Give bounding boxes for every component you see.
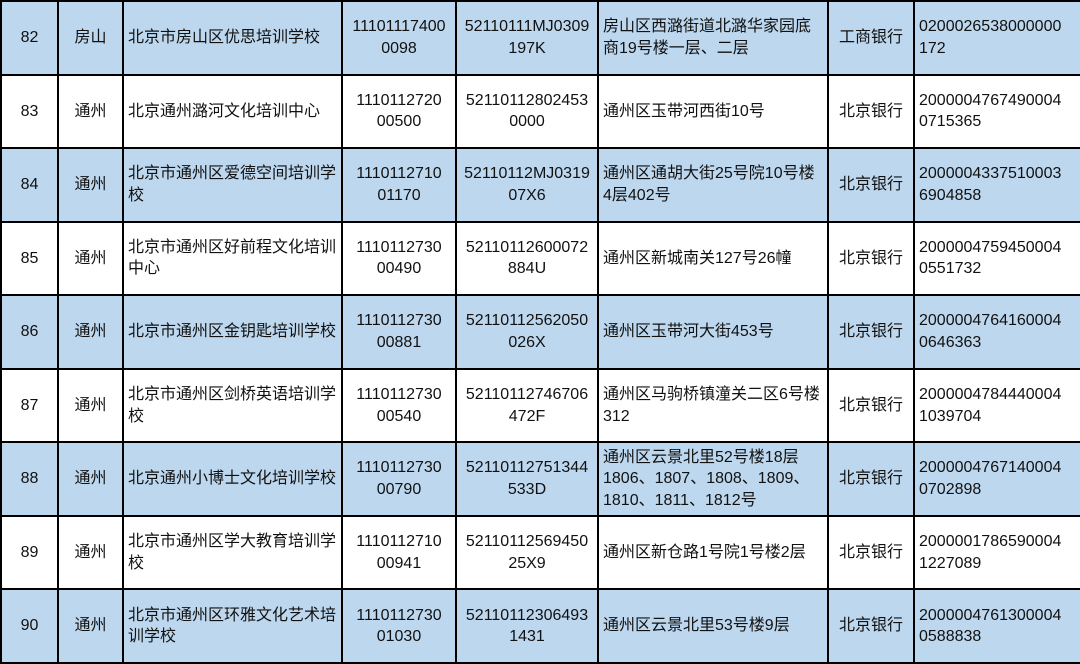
cell-school-name: 北京市房山区优思培训学校 <box>122 0 343 76</box>
table-row: 90 通州 北京市通州区环雅文化艺术培训学校 111011273001030 5… <box>0 588 1080 664</box>
cell-org-code: 111011272000500 <box>341 73 457 150</box>
cell-address: 通州区通胡大街25号院10号楼4层402号 <box>597 147 829 223</box>
cell-org-code: 111011273000540 <box>341 367 457 444</box>
cell-credit-code: 52110112MJ031907X6 <box>455 147 599 223</box>
cell-row-number: 87 <box>0 367 59 444</box>
table-row: 85 通州 北京市通州区好前程文化培训中心 111011273000490 52… <box>0 220 1080 297</box>
cell-row-number: 90 <box>0 588 59 664</box>
cell-row-number: 88 <box>0 441 59 517</box>
cell-row-number: 82 <box>0 0 59 76</box>
cell-credit-code: 521101128024530000 <box>455 73 599 150</box>
cell-account-number: 0200026538000000172 <box>913 0 1080 76</box>
cell-account-number: 20000047613000040588838 <box>913 588 1080 664</box>
cell-row-number: 84 <box>0 147 59 223</box>
cell-credit-code: 52110112746706472F <box>455 367 599 444</box>
cell-account-number: 20000043375100036904858 <box>913 147 1080 223</box>
cell-school-name: 北京市通州区环雅文化艺术培训学校 <box>122 588 343 664</box>
table-row: 83 通州 北京通州潞河文化培训中心 111011272000500 52110… <box>0 73 1080 150</box>
cell-org-code: 111011174000098 <box>341 0 457 76</box>
cell-address: 通州区云景北里53号楼9层 <box>597 588 829 664</box>
cell-address: 通州区玉带河大街453号 <box>597 294 829 370</box>
cell-org-code: 111011273000881 <box>341 294 457 370</box>
cell-school-name: 北京市通州区剑桥英语培训学校 <box>122 367 343 444</box>
cell-district: 通州 <box>57 220 124 297</box>
cell-address: 房山区西潞街道北潞华家园底商19号楼一层、二层 <box>597 0 829 76</box>
cell-bank: 北京银行 <box>827 220 915 297</box>
cell-school-name: 北京市通州区好前程文化培训中心 <box>122 220 343 297</box>
cell-address: 通州区马驹桥镇潼关二区6号楼312 <box>597 367 829 444</box>
cell-org-code: 111011271001170 <box>341 147 457 223</box>
cell-district: 通州 <box>57 441 124 517</box>
cell-district: 通州 <box>57 588 124 664</box>
cell-row-number: 86 <box>0 294 59 370</box>
cell-bank: 北京银行 <box>827 441 915 517</box>
cell-school-name: 北京市通州区爱德空间培训学校 <box>122 147 343 223</box>
cell-school-name: 北京通州潞河文化培训中心 <box>122 73 343 150</box>
cell-credit-code: 52110112562050026X <box>455 294 599 370</box>
cell-school-name: 北京通州小博士文化培训学校 <box>122 441 343 517</box>
cell-bank: 北京银行 <box>827 367 915 444</box>
cell-org-code: 111011273000790 <box>341 441 457 517</box>
cell-school-name: 北京市通州区金钥匙培训学校 <box>122 294 343 370</box>
cell-org-code: 111011273000490 <box>341 220 457 297</box>
table-row: 87 通州 北京市通州区剑桥英语培训学校 111011273000540 521… <box>0 367 1080 444</box>
cell-credit-code: 5211011256945025X9 <box>455 514 599 591</box>
cell-account-number: 20000017865900041227089 <box>913 514 1080 591</box>
table-row: 88 通州 北京通州小博士文化培训学校 111011273000790 5211… <box>0 441 1080 517</box>
cell-org-code: 111011273001030 <box>341 588 457 664</box>
cell-row-number: 89 <box>0 514 59 591</box>
cell-bank: 北京银行 <box>827 294 915 370</box>
cell-credit-code: 52110111MJ0309197K <box>455 0 599 76</box>
cell-bank: 北京银行 <box>827 514 915 591</box>
table-row: 82 房山 北京市房山区优思培训学校 111011174000098 52110… <box>0 0 1080 76</box>
cell-school-name: 北京市通州区学大教育培训学校 <box>122 514 343 591</box>
cell-address: 通州区云景北里52号楼18层1806、1807、1808、1809、1810、1… <box>597 441 829 517</box>
cell-bank: 北京银行 <box>827 73 915 150</box>
cell-account-number: 20000047674900040715365 <box>913 73 1080 150</box>
cell-credit-code: 52110112600072884U <box>455 220 599 297</box>
cell-bank: 北京银行 <box>827 147 915 223</box>
cell-org-code: 111011271000941 <box>341 514 457 591</box>
cell-address: 通州区新城南关127号26幢 <box>597 220 829 297</box>
cell-account-number: 20000047844400041039704 <box>913 367 1080 444</box>
table-row: 86 通州 北京市通州区金钥匙培训学校 111011273000881 5211… <box>0 294 1080 370</box>
cell-credit-code: 521101123064931431 <box>455 588 599 664</box>
cell-district: 房山 <box>57 0 124 76</box>
cell-district: 通州 <box>57 367 124 444</box>
cell-bank: 工商银行 <box>827 0 915 76</box>
cell-bank: 北京银行 <box>827 588 915 664</box>
cell-address: 通州区新仓路1号院1号楼2层 <box>597 514 829 591</box>
cell-district: 通州 <box>57 147 124 223</box>
cell-address: 通州区玉带河西街10号 <box>597 73 829 150</box>
cell-account-number: 20000047594500040551732 <box>913 220 1080 297</box>
cell-district: 通州 <box>57 514 124 591</box>
cell-row-number: 85 <box>0 220 59 297</box>
table-row: 84 通州 北京市通州区爱德空间培训学校 111011271001170 521… <box>0 147 1080 223</box>
cell-district: 通州 <box>57 73 124 150</box>
cell-account-number: 20000047641600040646363 <box>913 294 1080 370</box>
cell-row-number: 83 <box>0 73 59 150</box>
table-row: 89 通州 北京市通州区学大教育培训学校 111011271000941 521… <box>0 514 1080 591</box>
cell-credit-code: 52110112751344533D <box>455 441 599 517</box>
cell-district: 通州 <box>57 294 124 370</box>
cell-account-number: 20000047671400040702898 <box>913 441 1080 517</box>
